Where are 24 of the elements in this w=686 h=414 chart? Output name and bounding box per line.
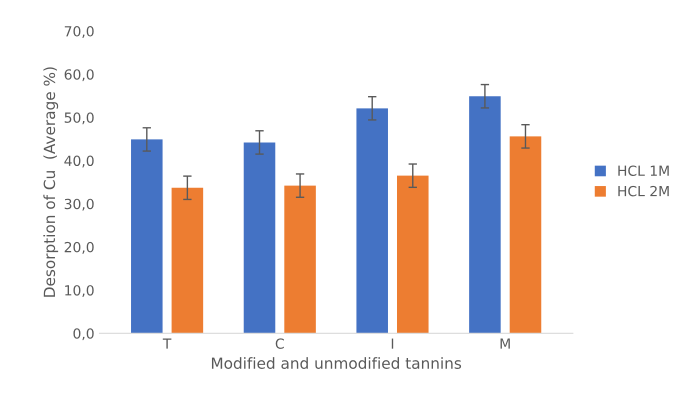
x-tick-label: C <box>276 338 284 349</box>
bar <box>244 142 276 334</box>
y-axis-title: Desorption of Cu (Average %) <box>43 67 58 297</box>
x-tick-label: I <box>392 338 394 349</box>
bar <box>131 139 163 334</box>
y-tick-label: 10,0 <box>65 285 94 297</box>
legend-label: HCL 1M <box>618 165 669 176</box>
y-tick-label: 30,0 <box>64 198 94 211</box>
y-tick-label: 70,0 <box>64 26 94 38</box>
y-tick-label: 20,0 <box>64 242 94 254</box>
bar <box>469 96 501 334</box>
bar <box>510 136 542 334</box>
bar <box>172 188 204 334</box>
y-tick-label: 60,0 <box>64 69 94 82</box>
x-axis-title: Modified and unmodified tannins <box>212 357 462 369</box>
y-tick-label: 40,0 <box>64 156 94 168</box>
bar <box>397 176 429 334</box>
bar <box>356 108 388 334</box>
y-tick-label: 0,0 <box>73 328 94 340</box>
legend-label: HCL 2M <box>618 186 669 196</box>
x-tick-label: T <box>162 338 172 349</box>
x-tick-label: M <box>500 338 510 349</box>
bar <box>284 186 316 334</box>
y-tick-label: 50,0 <box>64 112 94 124</box>
